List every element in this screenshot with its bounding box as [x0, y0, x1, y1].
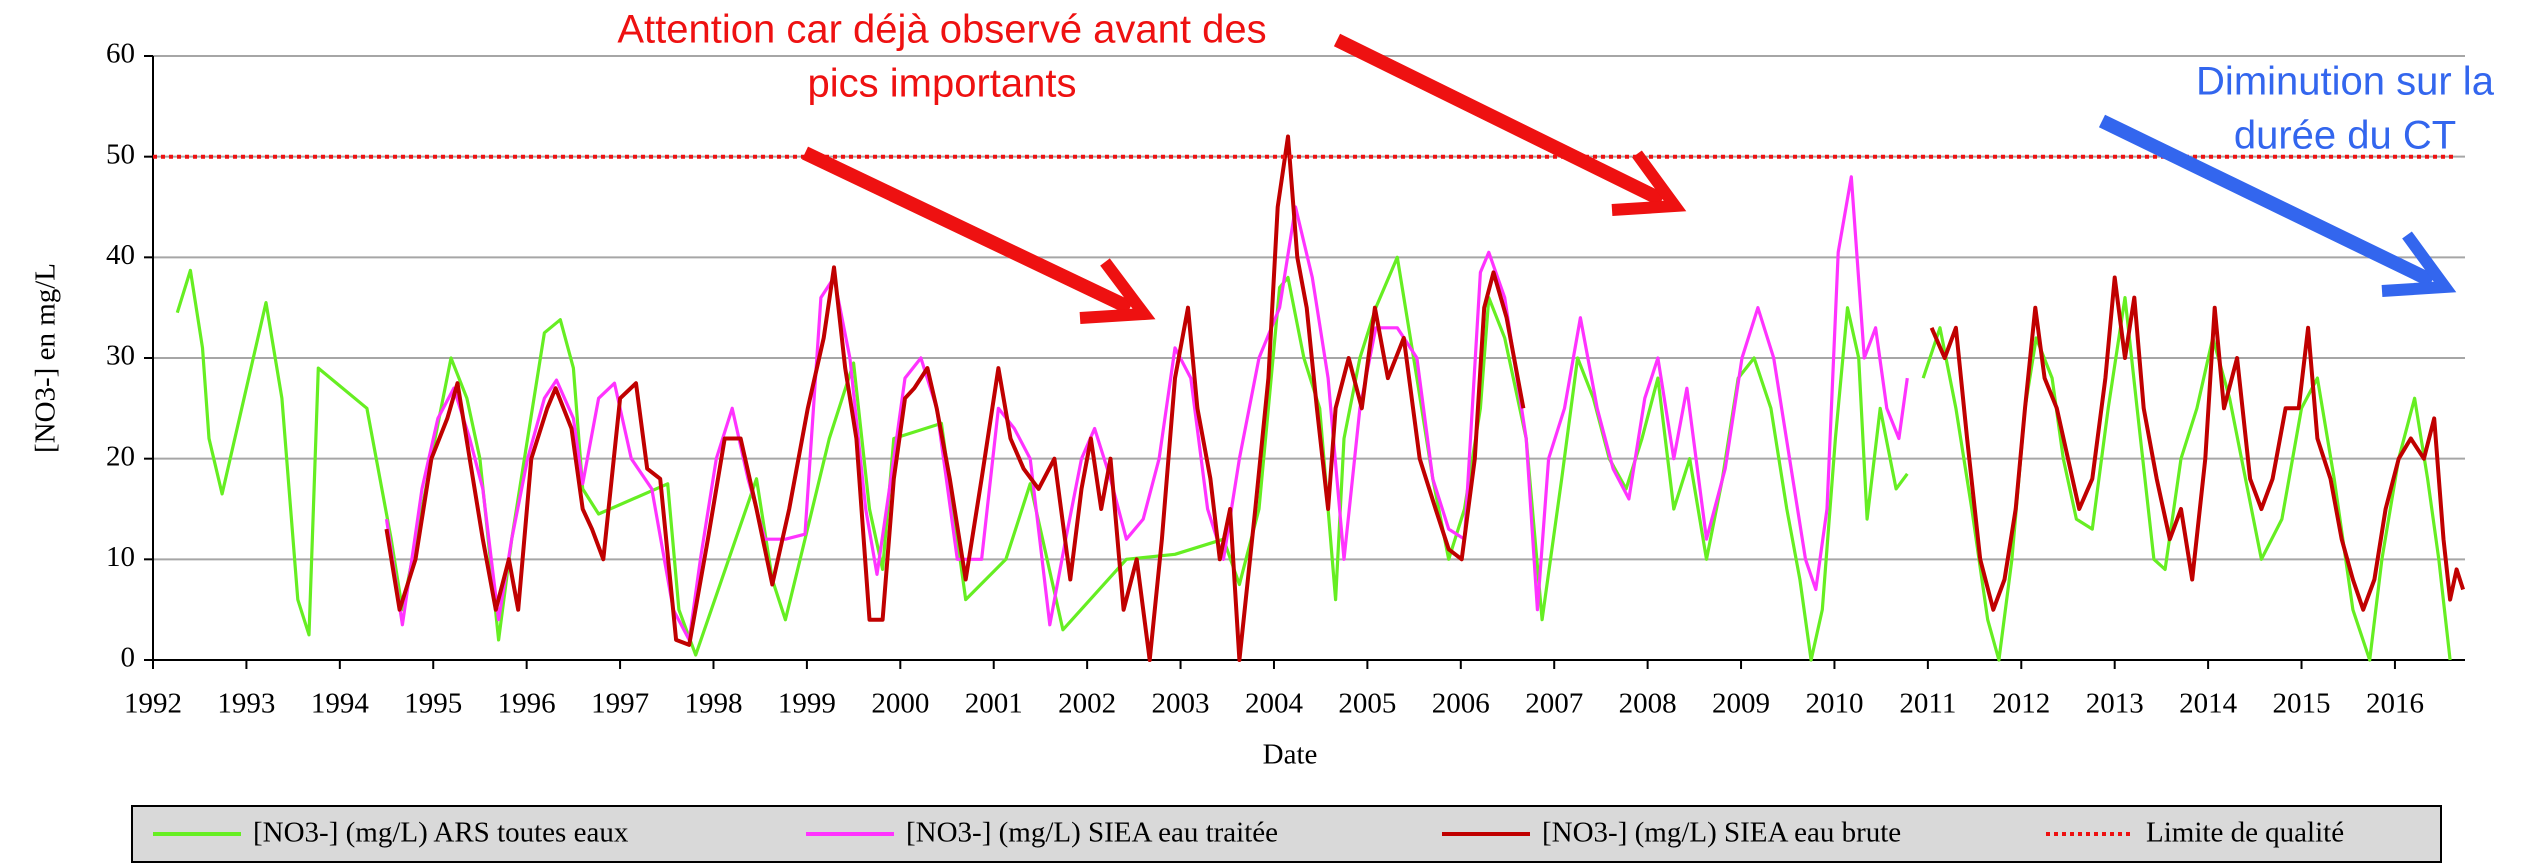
arrow	[801, 146, 1134, 315]
y-tick-label: 60	[106, 38, 135, 70]
x-tick-label: 2013	[2086, 688, 2144, 720]
legend-label: [NO3-] (mg/L) SIEA eau traitée	[906, 817, 1278, 849]
x-tick-label: 2016	[2366, 688, 2424, 720]
x-tick-label: 2011	[1899, 688, 1956, 720]
arrow-head	[1611, 150, 1687, 216]
x-tick-label: 2006	[1432, 688, 1490, 720]
annotation: Attention car déjà observé avant des	[617, 8, 1266, 52]
x-tick-label: 2009	[1712, 688, 1770, 720]
x-tick-label: 2007	[1525, 688, 1583, 720]
x-tick-label: 1997	[591, 688, 649, 720]
y-axis-label: [NO3-] en mg/L	[30, 263, 62, 453]
series-line	[384, 175, 1909, 642]
x-tick-label: 2001	[965, 688, 1023, 720]
x-tick-label: 2005	[1338, 688, 1396, 720]
x-tick-label: 1995	[404, 688, 462, 720]
annotation: Diminution sur la	[2196, 60, 2495, 104]
x-tick-label: 2014	[2179, 688, 2238, 720]
x-tick-label: 2002	[1058, 688, 1116, 720]
x-tick-label: 1998	[684, 688, 742, 720]
y-tick-label: 40	[106, 239, 135, 271]
x-tick-label: 1999	[778, 688, 836, 720]
x-tick-label: 2010	[1805, 688, 1863, 720]
y-tick-label: 20	[106, 440, 135, 472]
legend-label: [NO3-] (mg/L) SIEA eau brute	[1542, 817, 1901, 849]
x-axis-label: Date	[1263, 739, 1318, 771]
arrow	[1333, 33, 1666, 207]
x-tick-label: 1993	[217, 688, 275, 720]
y-tick-label: 30	[106, 340, 135, 372]
arrows	[801, 33, 2457, 324]
x-tick-label: 2004	[1245, 688, 1304, 720]
annotation: pics importants	[808, 62, 1077, 106]
legend-label: Limite de qualité	[2146, 817, 2344, 849]
x-tick-label: 1992	[124, 688, 182, 720]
arrow	[2098, 114, 2436, 288]
legend-label: [NO3-] (mg/L) ARS toutes eaux	[253, 817, 629, 849]
x-tick-label: 2008	[1619, 688, 1677, 720]
x-tick-label: 1996	[498, 688, 556, 720]
x-tick-label: 2000	[871, 688, 929, 720]
y-tick-label: 10	[106, 541, 135, 573]
x-tick-label: 1994	[311, 688, 370, 720]
annotation: durée du CT	[2234, 114, 2456, 158]
y-tick-label: 0	[121, 642, 136, 674]
arrow-head	[1079, 258, 1156, 324]
arrow-head	[2381, 231, 2457, 297]
series-line	[384, 134, 2466, 662]
x-tick-label: 2015	[2273, 688, 2331, 720]
x-tick-label: 2012	[1992, 688, 2050, 720]
y-tick-label: 50	[106, 138, 135, 170]
x-tick-label: 2003	[1152, 688, 1210, 720]
